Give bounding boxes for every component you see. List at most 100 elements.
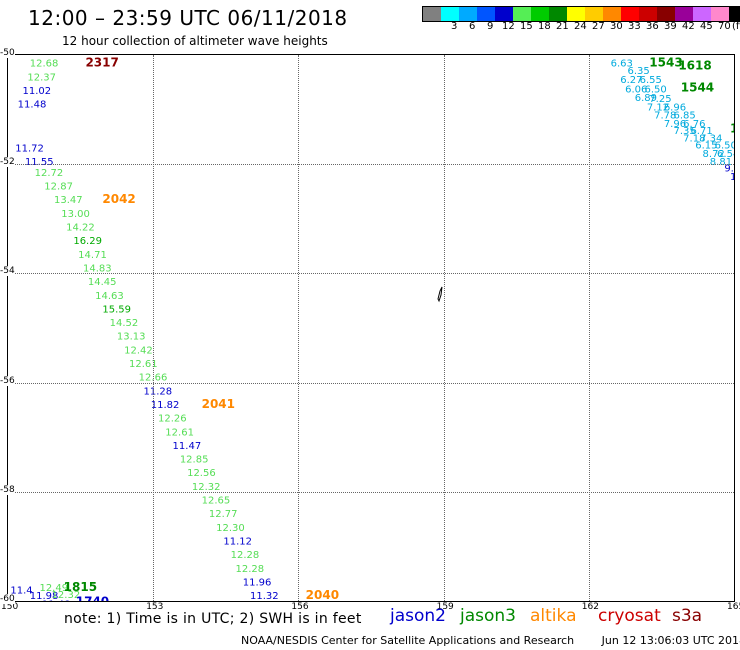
island-outline [437,286,443,303]
longitude-tick-label: 156 [291,602,309,612]
swh-value-label: 12.28 [235,564,264,575]
latitude-tick-label: -56 [0,375,15,386]
legend-tick-label: 42 [682,21,695,32]
latitude-tick-label: -58 [0,484,15,495]
latitude-gridline [8,273,734,275]
pass-time-label: 1544 [681,80,714,94]
latitude-tick-label: -60 [0,594,15,604]
swh-value-label: 15.59 [102,304,131,315]
swh-value-label: 14.22 [66,223,95,234]
legend-swatch [675,7,693,21]
swh-value-label: 13.13 [117,332,146,343]
swh-value-label: 6.85 [674,111,696,122]
footer-credit: NOAA/NESDIS Center for Satellite Applica… [241,634,740,647]
swh-value-label: 14.83 [83,263,112,274]
longitude-tick-label: 165 [727,602,740,612]
swh-value-label: 7.25 [649,94,671,105]
page-title: 12:00 – 23:59 UTC 06/11/2018 [28,6,348,30]
legend-tick-label: 6 [469,21,476,32]
swh-value-label: 10 [730,172,734,183]
swh-value-label: 16.29 [73,236,102,247]
pass-time-label: 2040 [306,588,339,601]
legend-swatch [495,7,513,21]
legend-swatch [585,7,603,21]
legend-tick-label: 24 [574,21,587,32]
legend-swatch [639,7,657,21]
swh-value-label: 6.50 [715,141,734,152]
legend-swatch [477,7,495,21]
swh-value-label: 14.71 [78,250,107,261]
longitude-gridline [153,55,155,601]
latitude-gridline [8,164,734,166]
swh-value-label: 7.78 [654,111,676,122]
footer-note: note: 1) Time is in UTC; 2) SWH is in fe… [64,611,362,627]
legend-tick-label: 15 [520,21,533,32]
swh-value-label: 11.82 [151,400,180,411]
swh-value-label: 12.42 [124,345,153,356]
swh-value-label: 11.48 [42,599,71,601]
swh-value-label: 6.54 [717,149,734,160]
swh-value-label: 6.15 [695,141,717,152]
swh-value-label: 12.66 [139,373,168,384]
swh-value-label: 13.47 [54,195,83,206]
legend-tick-label: 33 [628,21,641,32]
swh-value-label: 12.28 [231,550,260,561]
legend-tick-label: 21 [556,21,569,32]
swh-value-label: 12.26 [158,414,187,425]
legend-tick-label: 18 [538,21,551,32]
legend-tick-label: 45 [700,21,713,32]
swh-value-label: 11.02 [23,86,52,97]
legend-swatch [513,7,531,21]
timestamp: Jun 12 13:06:03 UTC 2018 [601,634,740,647]
legend-tick-label: 12 [502,21,515,32]
swh-value-label: 14.52 [110,318,139,329]
swh-value-label: 11.98 [30,591,59,601]
swh-value-label: 7.96 [664,119,686,130]
latitude-gridline [8,491,734,493]
legend-swatch [441,7,459,21]
swh-value-label: 11.47 [173,441,202,452]
swh-value-label: 8.72 [703,149,725,160]
swh-value-label: 12.32 [52,590,81,601]
legend-swatch [423,7,441,21]
legend-unit: (ft) [732,21,740,32]
swh-value-label: 6.71 [690,126,712,137]
swh-value-label: 12.61 [165,427,194,438]
swh-value-label: 12.61 [129,359,158,370]
swh-value-label: 12.37 [27,72,56,83]
legend-tick-label: 39 [664,21,677,32]
longitude-gridline [588,55,590,601]
legend-tick-label: 3 [451,21,458,32]
swh-value-label: 12.56 [187,468,216,479]
swh-value-label: 6.06 [625,84,647,95]
longitude-gridline [298,55,300,601]
swh-value-label: 11.96 [243,577,272,588]
pass-time-label: 2317 [85,56,118,70]
pass-time-label: 2041 [202,397,235,411]
legend-tick-label: 70 [718,21,731,32]
swh-value-label: 12.72 [35,168,64,179]
swh-value-label: 6.63 [611,59,633,70]
swh-value-label: 7.34 [700,134,722,145]
legend-swatch [729,7,740,21]
swh-value-label: 12.68 [30,59,59,70]
swh-value-label: 12.65 [202,496,231,507]
swh-value-label: 11.4 [10,586,32,597]
swh-value-label: 7.18 [683,134,705,145]
legend-tick-label: 27 [592,21,605,32]
swh-value-label: 6.96 [664,102,686,113]
longitude-tick-label: 162 [581,602,599,612]
swh-value-label: 11.55 [25,157,54,168]
longitude-gridline [443,55,445,601]
swh-value-label: 8.81 [710,157,732,168]
pass-time-label: 1618 [678,58,711,72]
map-subtitle: 12 hour collection of altimeter wave hei… [62,34,328,48]
legend-swatch [567,7,585,21]
swh-value-label: 14.63 [95,291,124,302]
swh-value-label: 13.00 [61,209,90,220]
swh-value-label: 11.32 [250,591,279,601]
swh-value-label: 12.87 [44,182,73,193]
legend-tick-label: 9 [487,21,494,32]
